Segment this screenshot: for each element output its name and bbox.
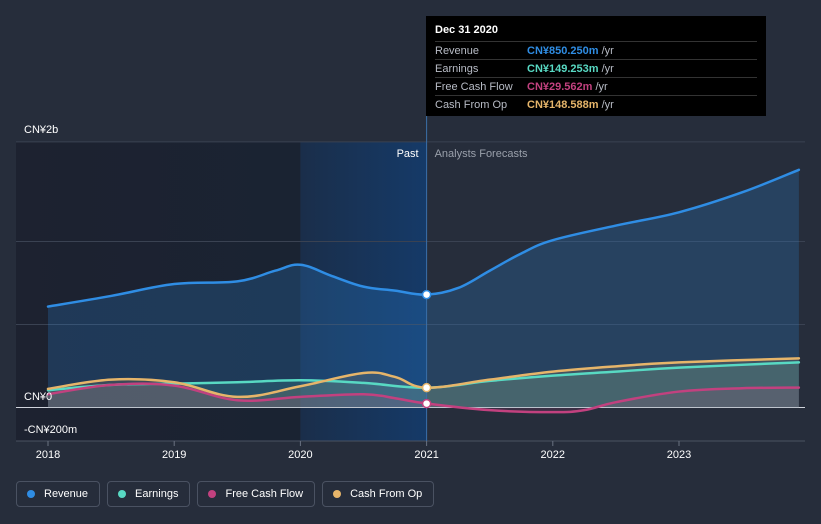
legend-label: Cash From Op xyxy=(350,488,423,500)
forecast-label: Analysts Forecasts xyxy=(435,148,528,160)
y-axis-labels: CN¥2b CN¥0 -CN¥200m xyxy=(24,124,77,436)
hover-markers xyxy=(421,289,432,409)
tooltip-row-unit: /yr xyxy=(601,45,614,57)
earnings-line xyxy=(46,361,801,392)
legend-item-revenue[interactable]: Revenue xyxy=(16,481,101,507)
x-axis-ticks: 2018 2019 2020 2021 2022 2023 xyxy=(36,441,691,461)
legend-label: Earnings xyxy=(135,488,179,500)
tooltip-row-name: Revenue xyxy=(435,45,480,57)
legend-item-cash-from-op[interactable]: Cash From Op xyxy=(322,481,435,507)
legend-item-free-cash-flow[interactable]: Free Cash Flow xyxy=(197,481,316,507)
cash-from-op-dot-icon xyxy=(333,490,342,498)
earnings-dot-icon xyxy=(118,490,127,498)
past-label: Past xyxy=(397,148,419,160)
tooltip-row-name: Cash From Op xyxy=(435,99,508,111)
x-tick-label: 2023 xyxy=(667,449,691,461)
tooltip-row-free-cash-flow: Free Cash Flow CN¥29.562m /yr xyxy=(435,77,757,95)
free-cash-flow-marker xyxy=(421,398,432,409)
tooltip-row-unit: /yr xyxy=(601,99,614,111)
free-cash-flow-dot-icon xyxy=(208,490,217,498)
revenue-line xyxy=(46,168,801,308)
gridlines xyxy=(16,141,805,442)
y-axis-label: CN¥0 xyxy=(24,391,52,403)
x-tick-label: 2021 xyxy=(414,449,438,461)
x-tick-label: 2018 xyxy=(36,449,60,461)
revenue-dot-icon xyxy=(27,490,35,498)
x-tick-label: 2020 xyxy=(288,449,312,461)
legend-label: Revenue xyxy=(44,488,89,500)
tooltip-row-name: Free Cash Flow xyxy=(435,81,513,93)
tooltip-row-unit: /yr xyxy=(595,81,608,93)
tooltip-row-name: Earnings xyxy=(435,63,479,75)
legend-item-earnings[interactable]: Earnings xyxy=(107,481,191,507)
tooltip-row-value: CN¥850.250m xyxy=(527,45,599,57)
legend-label: Free Cash Flow xyxy=(225,488,304,500)
y-axis-label: CN¥2b xyxy=(24,124,58,136)
y-axis-label: -CN¥200m xyxy=(24,424,77,436)
tooltip: Dec 31 2020 Revenue CN¥850.250m /yr Earn… xyxy=(426,16,766,116)
cash-from-op-area xyxy=(48,358,799,408)
legend: Revenue Earnings Free Cash Flow Cash Fro… xyxy=(16,481,435,507)
chart: Past Analysts Forecasts CN¥2b CN¥0 -CN¥200… xyxy=(16,16,805,461)
tooltip-row-revenue: Revenue CN¥850.250m /yr xyxy=(435,41,757,59)
tooltip-row-earnings: Earnings CN¥149.253m /yr xyxy=(435,59,757,77)
cash-from-op-line xyxy=(46,357,801,399)
free-cash-flow-area xyxy=(48,383,799,413)
tooltip-row-unit: /yr xyxy=(601,63,614,75)
tooltip-row-value: CN¥29.562m xyxy=(527,81,593,93)
tooltip-row-value: CN¥149.253m xyxy=(527,63,599,75)
x-tick-label: 2019 xyxy=(162,449,186,461)
tooltip-date: Dec 31 2020 xyxy=(435,24,498,36)
x-tick-label: 2022 xyxy=(541,449,565,461)
tooltip-row-cash-from-op: Cash From Op CN¥148.588m /yr xyxy=(435,95,757,113)
cash-from-op-marker xyxy=(421,382,432,393)
revenue-marker xyxy=(421,289,432,300)
revenue-area xyxy=(48,169,799,408)
tooltip-row-value: CN¥148.588m xyxy=(527,99,599,111)
